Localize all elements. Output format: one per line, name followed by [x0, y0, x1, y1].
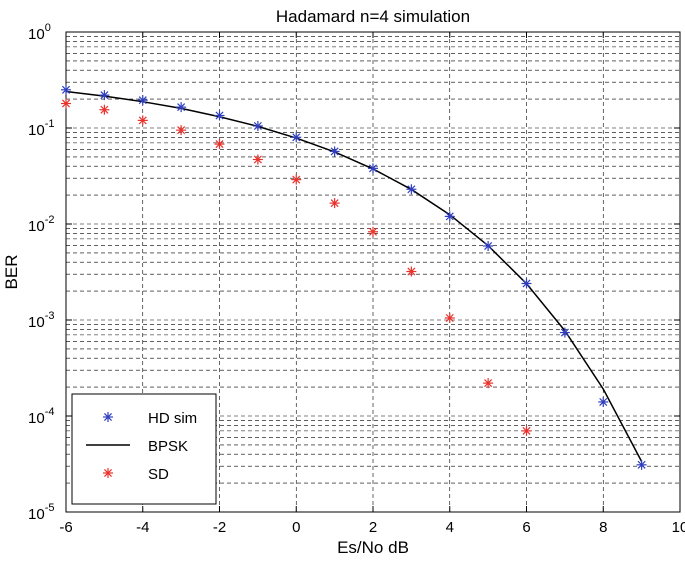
data-point-hd-sim — [598, 396, 609, 407]
data-point-sd — [291, 174, 302, 185]
data-point-sd — [444, 312, 455, 323]
legend-swatch-hd-sim — [103, 412, 113, 422]
y-tick-label: 10-3 — [28, 310, 54, 331]
x-tick-label: 8 — [599, 519, 607, 536]
data-point-hd-sim — [483, 240, 494, 251]
data-point-sd — [368, 226, 378, 237]
x-tick-label: -6 — [59, 519, 72, 536]
x-tick-label: -4 — [136, 519, 149, 536]
data-point-sd — [99, 104, 110, 115]
series-line-bpsk — [65, 90, 643, 462]
legend-label-hd-sim: HD sim — [148, 410, 197, 427]
data-point-hd-sim — [368, 163, 378, 174]
y-axis-label: BER — [2, 255, 21, 290]
y-tick-label: 10-5 — [28, 502, 54, 523]
x-tick-label: 0 — [292, 519, 300, 536]
data-point-sd — [521, 425, 532, 436]
legend-swatch-sd — [103, 468, 113, 478]
data-point-sd — [483, 378, 494, 389]
y-tick-label: 100 — [28, 22, 51, 43]
data-point-hd-sim — [252, 120, 263, 131]
y-tick-label: 10-1 — [28, 118, 54, 139]
x-axis-label: Es/No dB — [337, 538, 409, 557]
y-tick-label: 10-4 — [28, 406, 54, 427]
legend-label-sd: SD — [148, 466, 169, 483]
x-tick-label: 10 — [672, 519, 685, 536]
data-point-hd-sim — [99, 90, 110, 101]
x-tick-label: -2 — [213, 519, 226, 536]
data-point-hd-sim — [559, 327, 570, 338]
data-point-sd — [329, 198, 340, 209]
legend-label-bpsk: BPSK — [148, 438, 188, 455]
data-point-hd-sim — [214, 110, 225, 121]
x-tick-label: 6 — [522, 519, 530, 536]
data-point-hd-sim — [291, 132, 302, 143]
data-point-sd — [252, 154, 263, 165]
legend-box — [71, 393, 217, 505]
data-point-hd-sim — [636, 459, 647, 470]
data-point-hd-sim — [61, 84, 71, 95]
data-point-hd-sim — [521, 278, 532, 289]
chart-title: Hadamard n=4 simulation — [276, 7, 470, 26]
data-point-sd — [137, 115, 148, 126]
data-point-hd-sim — [444, 211, 455, 222]
data-point-sd — [214, 139, 225, 150]
data-point-hd-sim — [176, 102, 187, 113]
data-point-sd — [406, 266, 417, 277]
data-point-hd-sim — [329, 146, 340, 157]
data-point-sd — [61, 98, 71, 109]
data-point-sd — [176, 125, 187, 136]
x-tick-label: 4 — [446, 519, 454, 536]
y-tick-label: 10-2 — [28, 214, 54, 235]
data-point-hd-sim — [406, 184, 417, 195]
x-tick-label: 2 — [369, 519, 377, 536]
legend: HD sim BPSK SD — [71, 393, 217, 505]
data-point-hd-sim — [137, 95, 148, 106]
